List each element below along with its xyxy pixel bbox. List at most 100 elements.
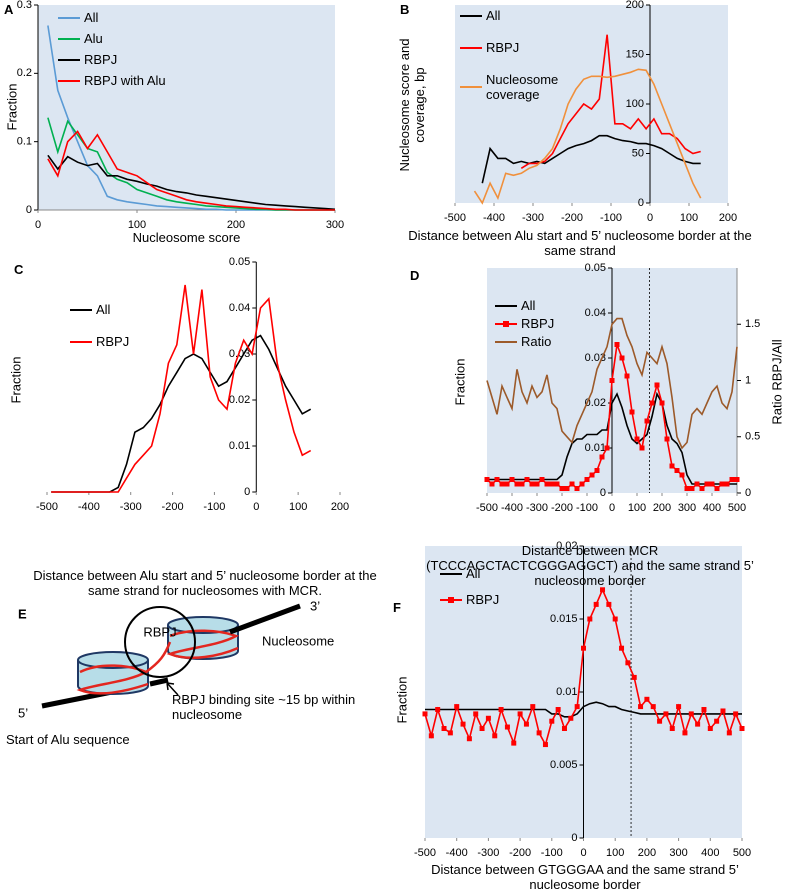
marker xyxy=(707,726,713,731)
legend-item: All xyxy=(495,298,585,313)
legend-swatch xyxy=(440,572,462,575)
x-tick-label: -300 xyxy=(120,501,142,513)
marker xyxy=(447,730,453,736)
x-tick-label: 500 xyxy=(733,847,751,859)
panel-label: E xyxy=(18,606,27,621)
marker xyxy=(714,486,720,491)
marker xyxy=(688,711,694,717)
marker xyxy=(612,616,618,622)
legend-item: RBPJ xyxy=(460,40,560,55)
series-line xyxy=(473,68,702,205)
x-tick-label: 200 xyxy=(653,502,671,514)
legend-swatch xyxy=(460,86,482,88)
y-axis-title: Fraction xyxy=(8,356,24,404)
marker xyxy=(499,481,505,487)
x-axis-title: Distance between Alu start and 5’ nucleo… xyxy=(408,228,752,258)
y-tick-label: 0 xyxy=(638,197,644,209)
legend-label: Ratio xyxy=(521,334,552,349)
x-tick-label: 100 xyxy=(289,501,307,513)
marker xyxy=(549,718,555,724)
marker xyxy=(701,707,707,713)
legend-item: Alu xyxy=(58,31,178,46)
marker xyxy=(682,730,688,736)
x-tick-label: 0 xyxy=(609,502,615,514)
marker xyxy=(589,472,595,478)
y-axis-title: Nucleosome score and coverage, bp xyxy=(397,38,427,172)
marker xyxy=(669,463,675,469)
legend-item: All xyxy=(58,10,178,25)
series-line xyxy=(51,334,312,493)
dna-strand xyxy=(229,603,301,635)
y2-tick-label: 1 xyxy=(745,374,751,386)
x-tick-label: 200 xyxy=(638,847,656,859)
marker xyxy=(539,477,545,482)
marker xyxy=(492,733,498,739)
marker xyxy=(600,587,606,593)
legend-marker xyxy=(448,596,454,603)
marker xyxy=(679,472,685,478)
x-tick-label: -400 xyxy=(501,502,523,514)
x-tick-label: 200 xyxy=(227,219,245,231)
arrow xyxy=(166,682,179,696)
marker xyxy=(644,418,650,424)
marker xyxy=(435,707,441,713)
nucleosome-label: Nucleosome xyxy=(262,633,334,648)
marker xyxy=(523,721,529,727)
marker xyxy=(479,726,485,731)
marker xyxy=(649,400,655,406)
legend-item: All xyxy=(440,566,530,581)
x-tick-label: -300 xyxy=(526,502,548,514)
x-axis-title: Nucleosome score xyxy=(132,230,241,245)
marker xyxy=(555,707,561,713)
marker xyxy=(695,721,701,727)
x-tick-label: 100 xyxy=(128,219,146,231)
legend-swatch xyxy=(58,58,80,61)
y-tick-label: 0.02 xyxy=(585,397,606,409)
marker xyxy=(734,477,740,482)
marker xyxy=(559,486,565,491)
legend-label: Nucleosome coverage xyxy=(486,72,559,102)
y-tick-label: 0 xyxy=(571,832,577,844)
marker xyxy=(530,704,536,710)
x-tick-label: -100 xyxy=(203,501,225,513)
y-axis-title: Fraction xyxy=(394,676,410,724)
plot-area xyxy=(455,5,728,203)
cylinder-top xyxy=(167,616,239,634)
series-line xyxy=(486,317,738,450)
x-axis-title: Distance between MCR (TCCCAGCTACTCGGGAGG… xyxy=(426,543,754,588)
x-tick-label: 300 xyxy=(678,502,696,514)
chart-C: 00.010.020.030.040.05-500 -400 -300 -200 -10… xyxy=(36,256,349,513)
marker xyxy=(639,445,645,451)
legend-label: All xyxy=(96,302,111,317)
legend-item: RBPJ xyxy=(58,52,178,67)
y-axis-title: Fraction xyxy=(452,358,468,406)
marker xyxy=(729,477,735,482)
marker xyxy=(664,436,670,442)
marker xyxy=(581,645,586,651)
y-tick-label: 0.01 xyxy=(585,442,606,454)
legend-swatch xyxy=(70,308,92,311)
legend-label: All xyxy=(486,8,501,23)
x-tick-label: -500 xyxy=(476,502,498,514)
legend-label: RBPJ xyxy=(96,334,130,349)
rbpj-circle xyxy=(124,606,196,678)
marker xyxy=(584,477,590,482)
marker xyxy=(498,707,504,713)
series-line xyxy=(47,154,336,211)
x-tick-label: 0 xyxy=(647,212,653,224)
x-tick-label: 300 xyxy=(669,847,687,859)
series-line xyxy=(47,130,335,211)
marker xyxy=(619,355,625,361)
x-tick-label: -200 xyxy=(509,847,531,859)
x-tick-label: -400 xyxy=(483,212,505,224)
marker xyxy=(574,486,580,491)
marker xyxy=(473,711,479,717)
legend-item: All xyxy=(70,302,160,317)
chart-B: 0 50 100 150 200 -500 -400 -300 -200 -100 0 100 200 xyxy=(444,0,737,224)
legend-item: All xyxy=(460,8,560,23)
marker xyxy=(579,481,585,487)
x-tick-label: 300 xyxy=(326,219,344,231)
y-tick-label: 50 xyxy=(632,147,644,159)
y-axis-title: Fraction xyxy=(4,83,20,131)
